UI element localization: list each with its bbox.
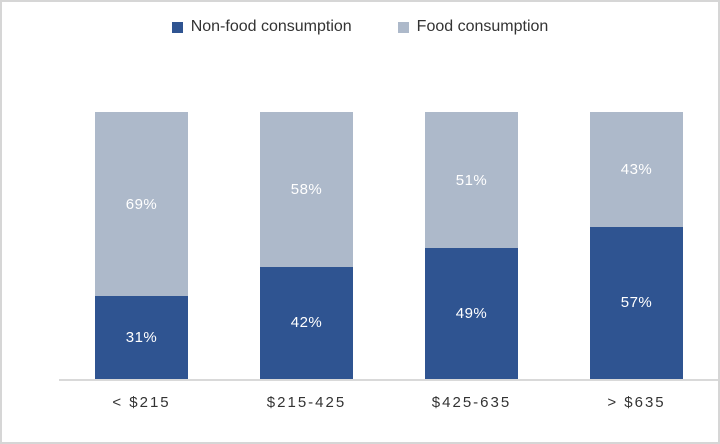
bar-column: 43% 57%	[554, 112, 718, 379]
stacked-bar[interactable]: 69% 31%	[95, 112, 188, 379]
x-axis-label: $215-425	[266, 394, 347, 411]
x-axis-label: < $215	[112, 394, 171, 411]
x-axis-label: > $635	[607, 394, 666, 411]
bar-segment-food[interactable]: 69%	[95, 112, 188, 297]
legend-label-food: Food consumption	[416, 18, 549, 35]
legend-label-nonfood: Non-food consumption	[190, 18, 352, 35]
bar-segment-food[interactable]: 58%	[260, 112, 353, 267]
bar-segment-nonfood[interactable]: 49%	[425, 248, 518, 379]
bar-segment-nonfood[interactable]: 57%	[590, 226, 683, 379]
stacked-bar[interactable]: 58% 42%	[260, 112, 353, 379]
bar-segment-nonfood[interactable]: 31%	[95, 296, 188, 379]
data-label: 69%	[125, 195, 158, 213]
bar-segment-nonfood[interactable]: 42%	[260, 266, 353, 379]
legend-item-nonfood[interactable]: Non-food consumption	[171, 18, 352, 36]
bar-column: 51% 49%	[389, 112, 554, 379]
legend: Non-food consumption Food consumption	[2, 18, 718, 36]
bar-segment-food[interactable]: 43%	[590, 112, 683, 227]
stacked-bar[interactable]: 43% 57%	[590, 112, 683, 379]
data-label: 58%	[290, 180, 323, 198]
legend-item-food[interactable]: Food consumption	[397, 18, 549, 36]
bar-column: 58% 42%	[224, 112, 389, 379]
stacked-bar[interactable]: 51% 49%	[425, 112, 518, 379]
data-label: 43%	[620, 160, 653, 178]
data-label: 42%	[290, 314, 323, 332]
data-label: 49%	[455, 305, 488, 323]
legend-swatch-food-icon	[397, 21, 409, 33]
data-label: 51%	[455, 171, 488, 189]
legend-swatch-nonfood-icon	[171, 21, 183, 33]
data-label: 31%	[125, 329, 158, 347]
x-axis-label: $425-635	[431, 394, 512, 411]
bar-column: 69% 31%	[59, 112, 224, 379]
data-label: 57%	[620, 294, 653, 312]
bar-segment-food[interactable]: 51%	[425, 112, 518, 249]
plot-area: 69% 31% 58% 42% 51% 49% 43% 57%	[59, 112, 718, 381]
x-axis-labels: < $215 $215-425 $425-635 > $635	[59, 394, 718, 411]
